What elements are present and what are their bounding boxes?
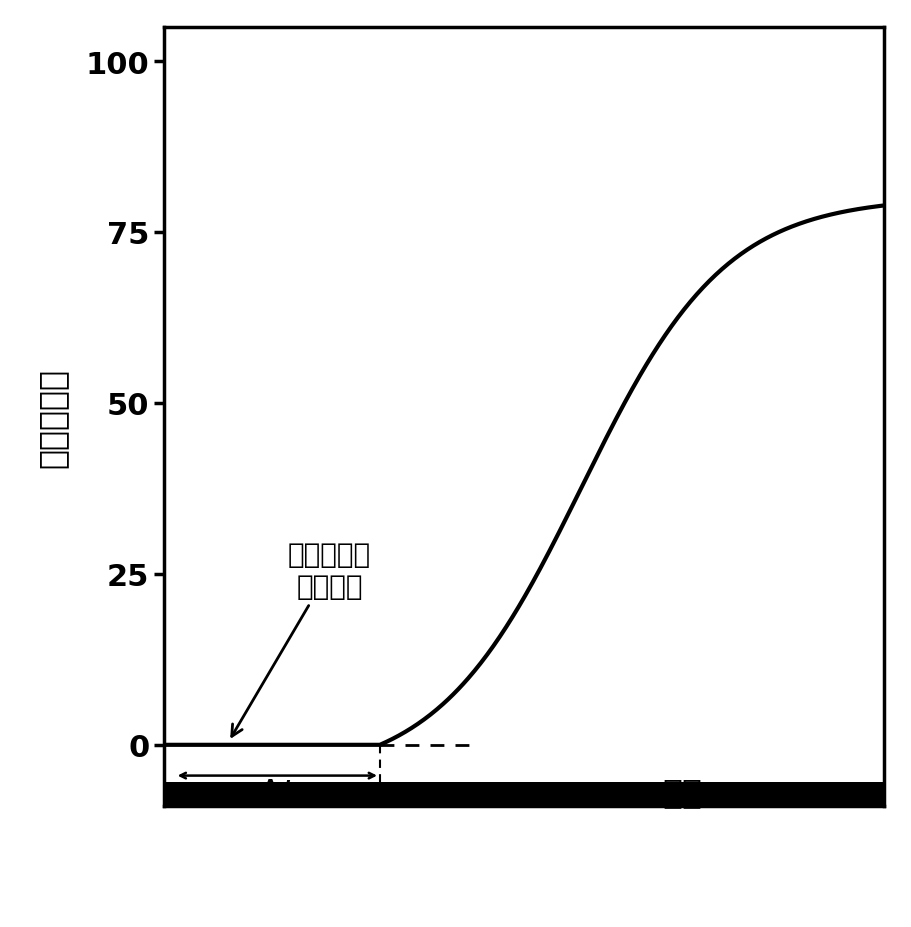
Bar (164, 782, 884, 806)
Text: $\Delta t$: $\Delta t$ (258, 778, 297, 810)
Y-axis label: 单体转化率: 单体转化率 (36, 367, 69, 467)
Text: 加入亚硝基
二硫酸盐: 加入亚硝基 二硫酸盐 (231, 540, 371, 737)
Text: 时间: 时间 (662, 775, 702, 808)
